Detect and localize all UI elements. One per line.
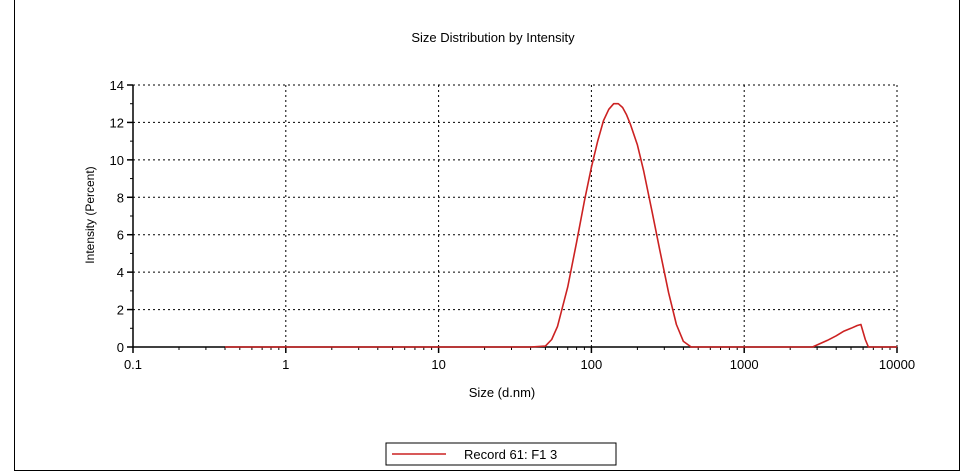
- x-tick-labels: 0.1 1 10 100 1000 10000: [124, 357, 915, 372]
- y-tick-label: 4: [117, 265, 124, 280]
- chart-title: Size Distribution by Intensity: [411, 30, 575, 45]
- legend: Record 61: F1 3: [385, 442, 617, 466]
- y-tick-labels: 0 2 4 6 8 10 12 14: [110, 78, 124, 355]
- x-tick-label: 1000: [730, 357, 759, 372]
- axes: [127, 84, 898, 353]
- chart-frame: Size Distribution by Intensity 0.1 1 10 100…: [14, 0, 960, 471]
- x-tick-label: 1: [282, 357, 289, 372]
- x-tick-label: 10000: [879, 357, 915, 372]
- series-line: [225, 102, 897, 348]
- y-tick-label: 12: [110, 115, 124, 130]
- size-distribution-chart: Size Distribution by Intensity 0.1 1 10 100…: [83, 30, 915, 466]
- grid-lines: [133, 84, 898, 347]
- series-group: [225, 102, 897, 348]
- x-tick-label: 0.1: [124, 357, 142, 372]
- legend-box: [385, 442, 617, 466]
- x-tick-label: 100: [581, 357, 603, 372]
- y-tick-label: 6: [117, 228, 124, 243]
- y-tick-label: 2: [117, 303, 124, 318]
- y-tick-label: 14: [110, 78, 124, 93]
- y-axis-label: Intensity (Percent): [83, 166, 97, 263]
- x-axis-label: Size (d.nm): [469, 385, 535, 400]
- y-tick-label: 0: [117, 340, 124, 355]
- x-tick-label: 10: [431, 357, 445, 372]
- y-tick-label: 10: [110, 153, 124, 168]
- legend-label: Record 61: F1 3: [464, 447, 557, 462]
- y-tick-label: 8: [117, 190, 124, 205]
